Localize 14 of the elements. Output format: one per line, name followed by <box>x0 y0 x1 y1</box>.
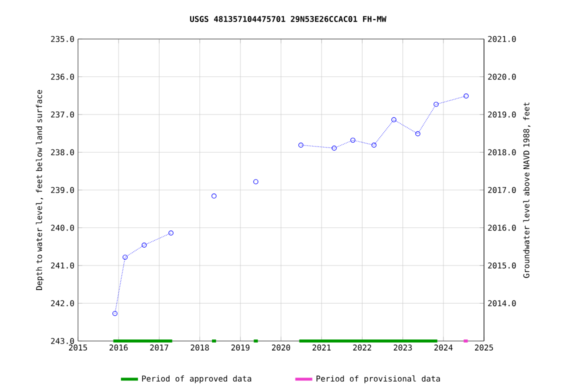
point <box>298 142 304 148</box>
point <box>434 102 439 107</box>
point <box>212 194 217 199</box>
point <box>142 242 147 248</box>
point <box>415 131 420 136</box>
point <box>350 138 356 143</box>
point <box>112 310 118 316</box>
point <box>371 142 376 148</box>
point <box>253 179 258 184</box>
point <box>332 146 337 151</box>
point <box>168 230 174 236</box>
point <box>464 94 469 99</box>
point <box>122 254 128 260</box>
point <box>391 117 396 122</box>
